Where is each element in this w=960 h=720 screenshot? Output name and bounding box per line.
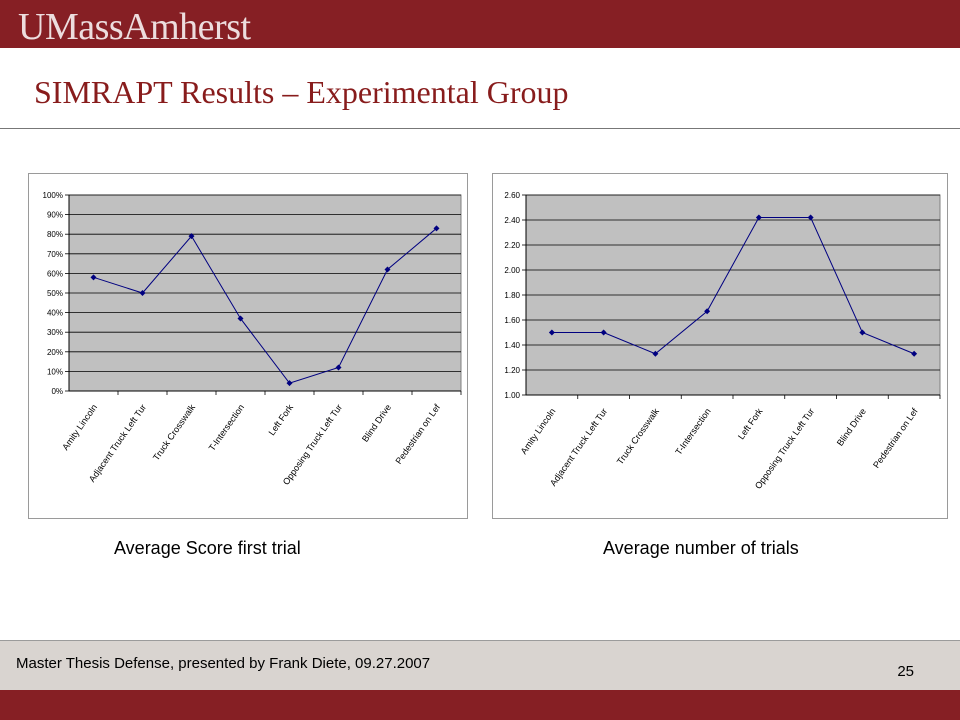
score-data-point (188, 233, 195, 240)
page-number: 25 (897, 663, 914, 680)
bottom-bar (0, 690, 960, 720)
slide-title: SIMRAPT Results – Experimental Group (34, 74, 569, 110)
trials-data-point (548, 329, 555, 336)
score-chart-caption: Average Score first trial (114, 538, 301, 558)
score-x-tick-label: Blind Drive (360, 402, 393, 443)
trials-data-point (911, 350, 918, 357)
trials-x-tick-label: Adjacent Truck Left Tur (548, 406, 609, 488)
score-y-tick-label: 20% (47, 348, 63, 357)
trials-y-tick-label: 2.40 (504, 216, 520, 225)
score-y-tick-label: 50% (47, 289, 63, 298)
trials-y-tick-label: 2.60 (504, 191, 520, 200)
trials-data-point (807, 214, 814, 221)
score-x-tick-label: Opposing Truck Left Tur (281, 402, 344, 486)
score-y-tick-label: 40% (47, 309, 63, 318)
trials-y-tick-label: 1.40 (504, 341, 520, 350)
score-x-tick-label: Adjacent Truck Left Tur (87, 402, 148, 484)
score-y-tick-label: 80% (47, 230, 63, 239)
trials-x-tick-label: T-Intersection (673, 406, 712, 456)
trials-data-point (755, 214, 762, 221)
score-chart: 0% 10% 20% 30% 40% 50% 60% 70% 80% 90% 100% Amity L… (28, 173, 468, 519)
trials-chart-svg: 1.00 1.20 1.40 1.60 1.80 2.00 2.20 2.40 2.60 Amit… (504, 191, 941, 491)
trials-x-tick-label: Amity Lincoln (519, 406, 558, 456)
trials-x-tick-label: Opposing Truck Left Tur (753, 406, 816, 490)
trials-y-tick-label: 1.80 (504, 291, 520, 300)
trials-x-tick-label: Pedestrian on Lef (871, 406, 920, 470)
trials-y-tick-label: 1.00 (504, 391, 520, 400)
header-bar: UMassAmherst (0, 0, 960, 48)
trials-x-tick-label: Left Fork (736, 406, 765, 441)
score-y-tick-label: 10% (47, 367, 63, 376)
score-data-point (286, 380, 293, 387)
score-data-point (433, 225, 440, 232)
score-data-point (384, 266, 391, 273)
trials-y-tick-label: 1.20 (504, 366, 520, 375)
score-y-tick-label: 0% (51, 387, 63, 396)
score-chart-svg: 0% 10% 20% 30% 40% 50% 60% 70% 80% 90% 100% Amity L… (43, 191, 462, 487)
trials-y-tick-label: 2.20 (504, 241, 520, 250)
title-divider (0, 128, 960, 129)
trials-data-point (704, 308, 711, 315)
trials-chart: 1.00 1.20 1.40 1.60 1.80 2.00 2.20 2.40 2.60 Amit… (492, 173, 948, 519)
trials-x-tick-label: Truck Crosswalk (615, 406, 661, 466)
trials-chart-caption: Average number of trials (603, 538, 799, 558)
score-x-tick-label: Amity Lincoln (60, 402, 99, 452)
score-y-tick-label: 30% (47, 328, 63, 337)
score-y-tick-label: 60% (47, 269, 63, 278)
score-x-tick-label: Left Fork (267, 402, 296, 437)
score-x-tick-label: Pedestrian on Lef (393, 402, 442, 466)
trials-data-point (859, 329, 866, 336)
score-y-tick-label: 70% (47, 250, 63, 259)
score-x-tick-label: T-Intersection (207, 402, 246, 452)
score-data-point (139, 290, 146, 296)
trials-data-point (652, 350, 659, 357)
score-y-tick-label: 90% (47, 211, 63, 220)
score-y-tick-label: 100% (43, 191, 63, 200)
footer: Master Thesis Defense, presented by Fran… (0, 640, 960, 691)
score-data-point (90, 274, 97, 281)
trials-series-line (551, 217, 915, 355)
score-data-point (335, 364, 342, 371)
score-data-point (237, 315, 244, 322)
score-x-tick-label: Truck Crosswalk (151, 402, 197, 462)
trials-x-tick-label: Blind Drive (835, 406, 868, 447)
university-logo: UMassAmherst (18, 6, 251, 48)
trials-data-point (600, 329, 607, 336)
footer-text: Master Thesis Defense, presented by Fran… (16, 655, 431, 672)
trials-y-tick-label: 1.60 (504, 316, 520, 325)
score-series-line (93, 227, 437, 384)
trials-y-tick-label: 2.00 (504, 266, 520, 275)
